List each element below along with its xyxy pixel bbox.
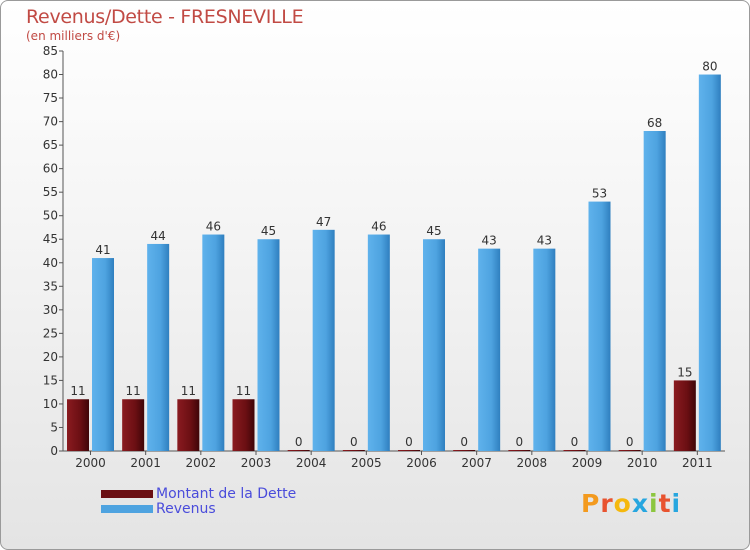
x-tick-label: 2011 [682, 456, 713, 470]
bar-debt [177, 399, 200, 451]
logo-letter: x [631, 489, 649, 518]
y-tick-label: 80 [43, 68, 58, 82]
y-tick-label: 75 [43, 91, 58, 105]
bar-debt [563, 450, 586, 451]
bar-revenue [257, 239, 280, 451]
y-tick-label: 20 [43, 350, 58, 364]
x-tick-label: 2003 [241, 456, 272, 470]
data-label-revenue: 41 [95, 243, 110, 257]
data-label-revenue: 68 [647, 116, 662, 130]
x-tick-label: 2010 [627, 456, 658, 470]
x-tick-label: 2007 [461, 456, 492, 470]
bar-revenue [92, 258, 114, 451]
bar-debt [342, 450, 365, 451]
x-tick-label: 2008 [517, 456, 548, 470]
data-label-debt: 0 [350, 435, 358, 449]
data-label-revenue: 53 [592, 187, 607, 201]
y-tick-label: 25 [43, 326, 58, 340]
y-tick-label: 60 [43, 162, 58, 176]
y-tick-label: 40 [43, 256, 58, 270]
y-tick-label: 30 [43, 303, 58, 317]
bar-debt [398, 450, 420, 451]
data-label-revenue: 46 [371, 220, 386, 234]
data-label-revenue: 45 [261, 224, 276, 238]
logo-letter: t [658, 489, 672, 518]
proxiti-logo: Proxiti [581, 489, 681, 518]
x-tick-label: 2000 [75, 456, 106, 470]
data-label-debt: 0 [516, 435, 524, 449]
logo-letter: o [613, 489, 632, 518]
legend-label-revenue: Revenus [156, 501, 216, 517]
x-tick-label: 2001 [130, 456, 161, 470]
y-tick-label: 10 [43, 397, 58, 411]
bar-revenue [423, 239, 445, 451]
bar-revenue [367, 234, 390, 451]
bar-revenue [698, 74, 721, 451]
bar-revenue [643, 131, 666, 451]
bar-revenue [147, 243, 170, 451]
y-tick-label: 50 [43, 209, 58, 223]
bar-revenue [533, 248, 556, 451]
bar-debt [232, 399, 255, 451]
y-tick-label: 55 [43, 185, 58, 199]
data-label-revenue: 45 [426, 224, 441, 238]
data-label-debt: 0 [571, 435, 579, 449]
data-label-revenue: 47 [316, 215, 331, 229]
bar-revenue [478, 248, 501, 451]
bar-debt [287, 450, 310, 451]
data-label-debt: 0 [405, 435, 413, 449]
x-tick-label: 2006 [406, 456, 437, 470]
data-label-debt: 0 [295, 435, 303, 449]
chart-subtitle: (en milliers d'€) [26, 29, 121, 43]
bar-revenue [588, 201, 611, 451]
logo-letter: i [671, 489, 682, 518]
bar-debt [673, 380, 696, 451]
data-label-revenue: 43 [537, 234, 552, 248]
bar-debt [508, 450, 531, 451]
x-tick-label: 2002 [186, 456, 217, 470]
bar-revenue [202, 234, 225, 451]
y-tick-label: 65 [43, 138, 58, 152]
y-tick-label: 85 [43, 44, 58, 58]
bar-debt [122, 399, 145, 451]
legend-label-debt: Montant de la Dette [156, 486, 297, 502]
data-label-debt: 11 [70, 384, 85, 398]
logo-letter: r [600, 489, 614, 518]
y-tick-label: 5 [50, 420, 58, 434]
data-label-debt: 15 [677, 365, 692, 379]
y-tick-label: 70 [43, 115, 58, 129]
y-tick-label: 0 [50, 444, 58, 458]
bar-debt [67, 399, 89, 451]
data-label-revenue: 46 [206, 220, 221, 234]
x-tick-label: 2005 [351, 456, 382, 470]
y-tick-label: 35 [43, 279, 58, 293]
x-tick-label: 2004 [296, 456, 327, 470]
data-label-revenue: 44 [151, 229, 166, 243]
data-label-revenue: 43 [482, 234, 497, 248]
data-label-debt: 11 [181, 384, 196, 398]
logo-letter: i [649, 489, 659, 518]
x-tick-label: 2009 [572, 456, 603, 470]
legend-swatch-debt [101, 490, 153, 498]
chart-title: Revenus/Dette - FRESNEVILLE [26, 6, 304, 28]
data-label-debt: 11 [236, 384, 251, 398]
bar-debt [453, 450, 476, 451]
data-label-debt: 11 [126, 384, 141, 398]
data-label-debt: 0 [460, 435, 468, 449]
logo-letter: P [581, 489, 601, 518]
legend-swatch-revenue [101, 505, 153, 513]
bar-debt [618, 450, 641, 451]
y-tick-label: 45 [43, 232, 58, 246]
data-label-revenue: 80 [702, 60, 717, 74]
data-label-debt: 0 [626, 435, 634, 449]
y-tick-label: 15 [43, 373, 58, 387]
bar-revenue [312, 229, 335, 451]
